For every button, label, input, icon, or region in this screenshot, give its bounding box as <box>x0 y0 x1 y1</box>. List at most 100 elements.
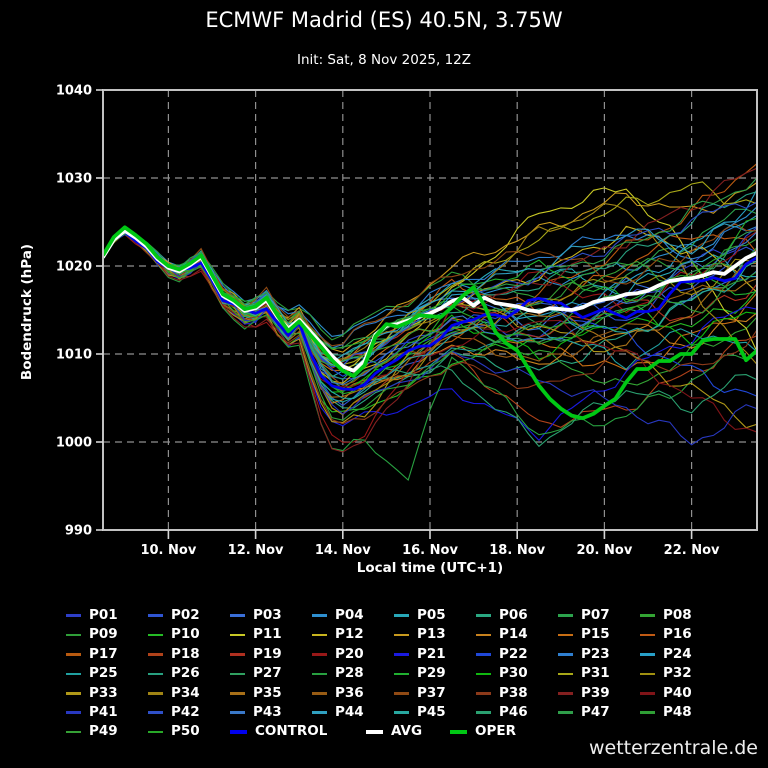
legend-swatch <box>640 692 655 695</box>
legend-item-p09: P09 <box>66 628 148 642</box>
legend-label: P17 <box>89 645 118 662</box>
pressure-ensemble-plot: 10. Nov 12. Nov 14. Nov 16. Nov 18. Nov 20. N… <box>56 84 758 558</box>
legend-item-p27: P27 <box>230 667 312 681</box>
legend-item-p06: P06 <box>476 606 558 623</box>
legend-swatch <box>394 711 409 714</box>
legend-swatch <box>66 711 81 714</box>
legend-item-p05: P05 <box>394 606 476 623</box>
x-tick-label: 10. Nov <box>140 543 196 558</box>
legend-item-p31: P31 <box>558 667 640 681</box>
legend-row: P33 P34 P35 P36 P37 P38 P39 P40 <box>66 684 736 703</box>
legend-swatch <box>558 711 573 714</box>
legend-item-p12: P12 <box>312 628 394 642</box>
x-tick-label: 20. Nov <box>576 543 632 558</box>
ensemble-line-P09 <box>104 229 756 341</box>
page-title: ECMWF Madrid (ES) 40.5N, 3.75W <box>205 8 563 32</box>
legend-label: P29 <box>417 665 446 682</box>
legend-label: P04 <box>335 606 364 623</box>
legend-item-p19: P19 <box>230 647 312 662</box>
legend-swatch <box>148 672 163 676</box>
legend-swatch <box>558 633 573 637</box>
legend-item-p33: P33 <box>66 686 148 701</box>
legend-swatch <box>230 692 245 695</box>
legend-swatch <box>394 614 409 617</box>
legend-label: P26 <box>171 665 200 682</box>
legend-label: P02 <box>171 606 200 623</box>
legend-label: P48 <box>663 703 692 720</box>
legend-label: P50 <box>171 723 200 740</box>
legend-label: P27 <box>253 665 282 682</box>
legend-item-p20: P20 <box>312 645 394 662</box>
legend-label: OPER <box>475 723 516 740</box>
legend-swatch <box>640 653 655 656</box>
legend: P01 P02 P03 P04 P05 P06 P07 P08 P09 P10 P11 P12 P13 P… <box>66 606 736 742</box>
legend-label: P39 <box>581 684 610 701</box>
legend-label: P18 <box>171 645 200 662</box>
legend-label: P45 <box>417 703 446 720</box>
legend-label: P25 <box>89 665 118 682</box>
legend-swatch <box>66 672 81 676</box>
ensemble-line-P33 <box>104 228 756 429</box>
ensemble-line-P44 <box>104 215 756 363</box>
legend-swatch <box>476 653 491 656</box>
legend-swatch <box>394 633 409 637</box>
legend-item-p39: P39 <box>558 684 640 701</box>
legend-label: P06 <box>499 606 528 623</box>
legend-swatch <box>476 633 491 637</box>
legend-item-control: CONTROL <box>230 725 366 739</box>
legend-swatch <box>476 711 491 714</box>
legend-item-p32: P32 <box>640 667 722 681</box>
legend-swatch <box>148 692 163 695</box>
y-tick-label: 1000 <box>56 436 92 451</box>
y-tick-label: 1010 <box>56 348 92 363</box>
legend-label: P32 <box>663 665 692 682</box>
legend-label: P20 <box>335 645 364 662</box>
legend-swatch <box>66 730 81 734</box>
legend-label: P10 <box>171 626 200 643</box>
legend-item-p36: P36 <box>312 686 394 701</box>
legend-label: CONTROL <box>255 723 328 740</box>
legend-swatch <box>394 672 409 676</box>
legend-label: P40 <box>663 684 692 701</box>
legend-swatch <box>312 672 327 676</box>
legend-swatch <box>230 672 245 676</box>
legend-item-p34: P34 <box>148 686 230 701</box>
legend-swatch <box>312 614 327 617</box>
legend-swatch <box>312 692 327 695</box>
legend-label: P44 <box>335 703 364 720</box>
legend-label: P21 <box>417 645 446 662</box>
legend-swatch <box>640 711 655 714</box>
legend-label: P01 <box>89 606 118 623</box>
legend-item-p10: P10 <box>148 628 230 642</box>
legend-label: P05 <box>417 606 446 623</box>
legend-swatch <box>558 614 573 617</box>
y-tick-label: 1030 <box>56 172 92 187</box>
legend-label: P15 <box>581 626 610 643</box>
legend-label: P22 <box>499 645 528 662</box>
legend-label: P37 <box>417 684 446 701</box>
legend-label: P41 <box>89 703 118 720</box>
legend-label: P16 <box>663 626 692 643</box>
legend-swatch <box>66 692 81 695</box>
legend-label: P35 <box>253 684 282 701</box>
legend-swatch <box>230 614 245 617</box>
legend-swatch <box>148 730 163 734</box>
legend-label: P42 <box>171 703 200 720</box>
legend-row: P25 P26 P27 P28 P29 P30 P31 P32 <box>66 664 736 683</box>
x-tick-label: 22. Nov <box>664 543 720 558</box>
x-axis-title: Local time (UTC+1) <box>356 560 504 576</box>
legend-swatch <box>394 692 409 695</box>
legend-item-p28: P28 <box>312 667 394 681</box>
legend-label: AVG <box>391 723 423 740</box>
legend-item-p25: P25 <box>66 667 148 681</box>
legend-label: P30 <box>499 665 528 682</box>
legend-label: P11 <box>253 626 282 643</box>
legend-item-p45: P45 <box>394 703 476 720</box>
legend-label: P49 <box>89 723 118 740</box>
legend-label: P09 <box>89 626 118 643</box>
legend-item-p35: P35 <box>230 684 312 701</box>
legend-item-p11: P11 <box>230 628 312 642</box>
legend-item-p18: P18 <box>148 645 230 662</box>
legend-swatch <box>148 711 163 714</box>
legend-item-p30: P30 <box>476 667 558 681</box>
